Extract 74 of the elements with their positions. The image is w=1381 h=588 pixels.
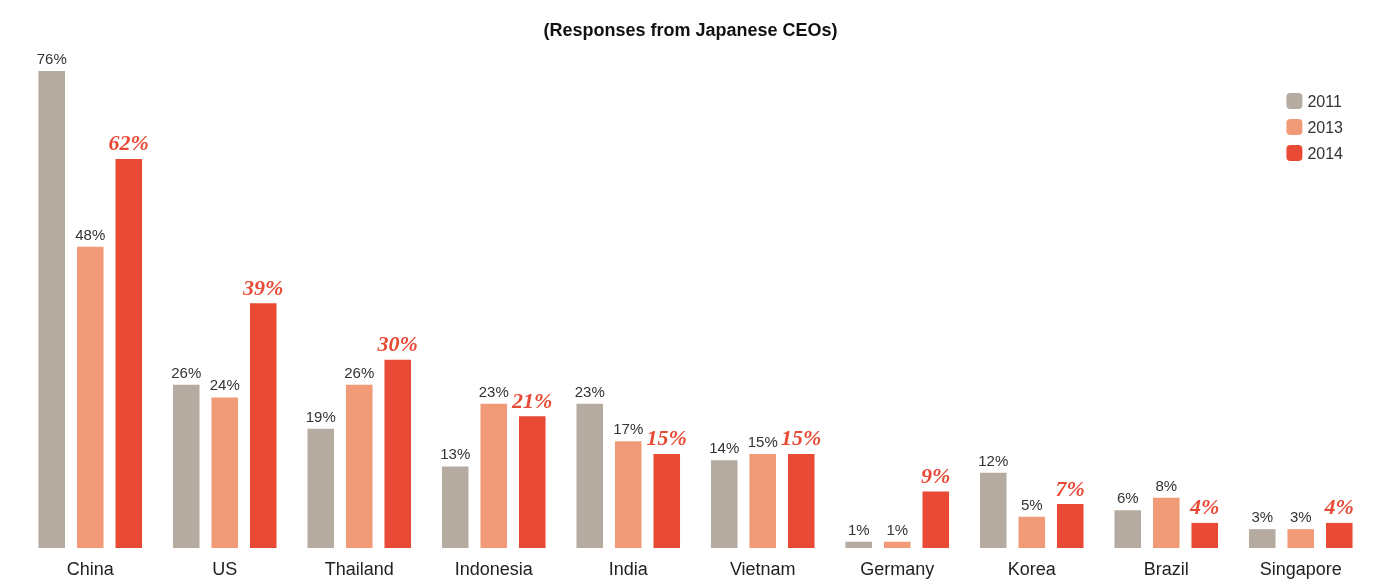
bar (1287, 529, 1315, 548)
bar (1152, 497, 1180, 548)
data-label: 30% (376, 331, 418, 357)
data-label: 15% (781, 425, 822, 451)
bar (1191, 522, 1219, 548)
data-label: 1% (847, 520, 870, 538)
data-label: 76% (36, 50, 67, 68)
x-tick-label: Thailand (324, 559, 394, 579)
bar (1248, 529, 1276, 548)
bar (749, 453, 777, 548)
data-label: 23% (574, 382, 605, 400)
bar (787, 453, 815, 548)
x-tick-label: Indonesia (454, 559, 534, 579)
x-tick-label: US (212, 559, 238, 579)
x-tick-label: Germany (860, 559, 935, 579)
bar (384, 359, 412, 548)
x-tick-label: Singapore (1259, 559, 1342, 579)
x-tick-label: Brazil (1143, 559, 1189, 579)
legend-label: 2013 (1307, 118, 1344, 136)
bar (614, 441, 642, 548)
bar (710, 460, 738, 548)
bar (115, 158, 143, 548)
data-label: 19% (305, 407, 336, 425)
bar (979, 472, 1007, 548)
bar (172, 384, 200, 548)
data-label: 17% (613, 420, 644, 438)
x-tick-label: Korea (1007, 559, 1057, 579)
bar (441, 466, 469, 548)
data-label: 4% (1189, 494, 1220, 520)
data-label: 14% (709, 439, 740, 457)
bar (1325, 522, 1353, 548)
data-label: 21% (511, 387, 553, 413)
legend-label: 2011 (1307, 92, 1342, 110)
chart-title: (Responses from Japanese CEOs) (543, 20, 838, 40)
bar (76, 246, 104, 548)
data-label: 7% (1055, 475, 1085, 501)
data-label: 48% (75, 225, 106, 243)
data-label: 9% (921, 463, 951, 489)
data-label: 39% (242, 274, 284, 300)
data-label: 3% (1289, 508, 1312, 526)
data-label: 5% (1020, 495, 1043, 513)
data-label: 15% (646, 425, 687, 451)
data-label: 24% (209, 376, 240, 394)
data-label: 15% (747, 432, 778, 450)
data-label: 12% (978, 451, 1009, 469)
bar (38, 71, 66, 548)
bar (211, 397, 239, 548)
bar (883, 541, 911, 548)
data-label: 23% (478, 382, 509, 400)
bar (480, 403, 508, 548)
bar (1114, 510, 1142, 548)
data-label: 1% (886, 520, 909, 538)
data-label: 8% (1155, 476, 1178, 494)
data-label: 26% (344, 363, 375, 381)
bar (345, 384, 373, 548)
data-label: 3% (1251, 508, 1274, 526)
bar (576, 403, 604, 548)
bar (249, 303, 277, 548)
legend-label: 2014 (1307, 144, 1344, 162)
x-tick-label: India (608, 559, 649, 579)
data-label: 13% (440, 445, 471, 463)
bar (1018, 516, 1046, 548)
data-label: 4% (1323, 494, 1354, 520)
bar (922, 491, 950, 548)
bar (845, 541, 873, 548)
bar (307, 428, 335, 548)
x-tick-label: Vietnam (729, 559, 796, 579)
data-label: 62% (108, 130, 149, 156)
bar (1056, 504, 1084, 548)
bar (653, 453, 681, 548)
x-tick-label: China (66, 559, 115, 579)
data-label: 6% (1116, 489, 1139, 507)
data-label: 26% (171, 363, 202, 381)
bar (518, 416, 546, 548)
